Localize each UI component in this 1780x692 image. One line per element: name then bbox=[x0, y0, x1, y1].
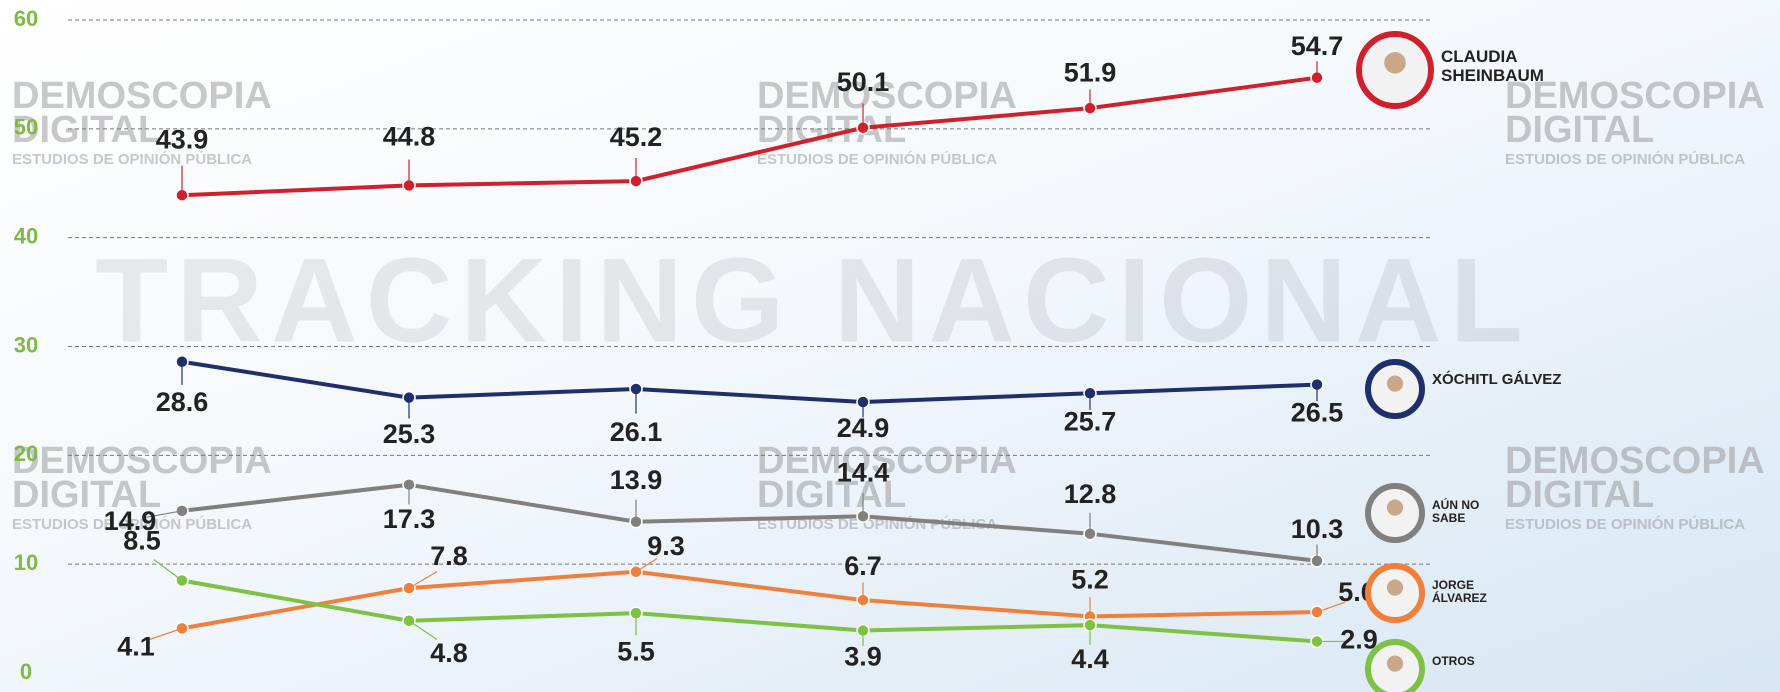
data-label: 3.9 bbox=[844, 642, 882, 672]
data-label: 26.1 bbox=[610, 417, 663, 447]
data-label: 25.7 bbox=[1064, 406, 1117, 436]
legend-label: OTROS bbox=[1432, 655, 1512, 668]
data-label: 26.5 bbox=[1291, 398, 1344, 428]
brand-tagline: ESTUDIOS DE OPINIÓN PÚBLICA bbox=[1505, 150, 1745, 168]
data-label: 50.1 bbox=[837, 67, 890, 97]
y-tick-label: 0 bbox=[20, 659, 32, 684]
legend-avatar-head bbox=[1387, 376, 1403, 392]
legend-avatar-head bbox=[1387, 656, 1403, 672]
data-label: 54.7 bbox=[1291, 31, 1344, 61]
data-label: 5.5 bbox=[617, 636, 655, 666]
y-tick-label: 60 bbox=[14, 6, 38, 31]
brand-line: DIGITAL bbox=[757, 109, 906, 151]
y-tick-label: 30 bbox=[14, 332, 38, 357]
chart-page: TRACKING NACIONALDEMOSCOPIADIGITALESTUDI… bbox=[0, 0, 1780, 692]
legend-avatar-head bbox=[1387, 500, 1403, 516]
y-tick-label: 20 bbox=[14, 441, 38, 466]
data-label: 6.7 bbox=[844, 551, 882, 581]
data-label: 10.3 bbox=[1291, 514, 1344, 544]
data-label: 13.9 bbox=[610, 465, 663, 495]
brand-tagline: ESTUDIOS DE OPINIÓN PÚBLICA bbox=[757, 150, 997, 168]
y-tick-label: 50 bbox=[14, 115, 38, 140]
y-tick-label: 40 bbox=[14, 223, 38, 248]
data-label: 5.2 bbox=[1071, 565, 1109, 595]
data-label: 45.2 bbox=[610, 122, 663, 152]
chart: TRACKING NACIONALDEMOSCOPIADIGITALESTUDI… bbox=[0, 0, 1780, 692]
legend-avatar-head bbox=[1384, 52, 1406, 74]
legend-label: AÚN NO SABE bbox=[1432, 499, 1512, 525]
data-label: 14.4 bbox=[837, 457, 890, 487]
data-label: 24.9 bbox=[837, 413, 890, 443]
brand-line: DIGITAL bbox=[1505, 109, 1654, 151]
series-line bbox=[182, 485, 1317, 561]
data-label: 8.5 bbox=[123, 526, 161, 556]
legend-avatar-head bbox=[1387, 580, 1403, 596]
brand-tagline: ESTUDIOS DE OPINIÓN PÚBLICA bbox=[12, 150, 252, 168]
data-label: 17.3 bbox=[383, 504, 436, 534]
data-label: 51.9 bbox=[1064, 57, 1117, 87]
data-label: 4.1 bbox=[117, 632, 155, 662]
data-label: 9.3 bbox=[647, 531, 685, 561]
data-label: 44.8 bbox=[383, 122, 436, 152]
legend-label: CLAUDIA SHEINBAUM bbox=[1441, 48, 1561, 85]
data-label: 25.3 bbox=[383, 419, 436, 449]
data-label: 7.8 bbox=[430, 541, 468, 571]
series-line bbox=[182, 580, 1317, 641]
legend-label: JORGE ÁLVAREZ bbox=[1432, 579, 1512, 605]
legend-label: XÓCHITL GÁLVEZ bbox=[1432, 372, 1562, 389]
leader-line bbox=[409, 621, 437, 640]
data-label: 28.6 bbox=[156, 387, 209, 417]
brand-tagline: ESTUDIOS DE OPINIÓN PÚBLICA bbox=[1505, 515, 1745, 533]
brand-line: DIGITAL bbox=[1505, 474, 1654, 516]
y-tick-label: 10 bbox=[14, 550, 38, 575]
data-label: 4.8 bbox=[430, 638, 468, 668]
series-line bbox=[182, 362, 1317, 402]
watermark: TRACKING NACIONAL bbox=[95, 234, 1531, 368]
series-line bbox=[182, 78, 1317, 196]
data-label: 12.8 bbox=[1064, 479, 1117, 509]
data-label: 43.9 bbox=[156, 124, 209, 154]
data-label: 4.4 bbox=[1071, 644, 1109, 674]
leader-line bbox=[154, 560, 182, 581]
